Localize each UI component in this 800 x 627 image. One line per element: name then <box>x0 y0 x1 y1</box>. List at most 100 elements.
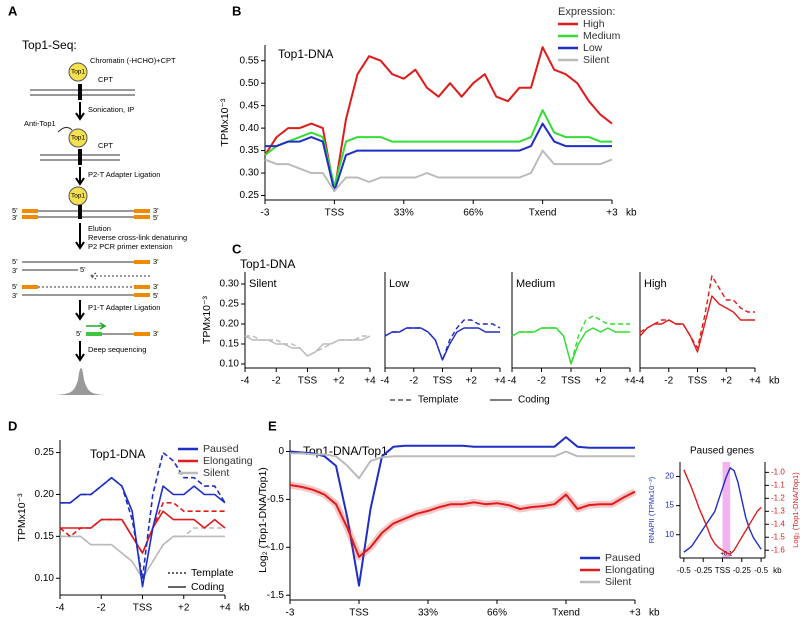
x-tick-label: +4 <box>624 376 636 387</box>
chart-title: Top1-DNA <box>278 47 333 61</box>
y-tick-label: 0.30 <box>220 279 240 290</box>
x-tick-label: -2 <box>537 376 546 387</box>
annotation: +0.1 <box>720 552 733 558</box>
step: Reverse cross-link denaturing <box>88 233 187 242</box>
x-tick-label: 66% <box>463 208 483 219</box>
y-label: TPMx10⁻³ <box>201 295 213 344</box>
line <box>384 327 500 361</box>
line <box>264 109 612 188</box>
line <box>244 335 371 357</box>
line <box>511 327 630 365</box>
y2-tick-label: -1.0 <box>771 467 785 476</box>
line <box>265 122 612 192</box>
protein-label: Top1 <box>71 193 85 200</box>
end-label: 3' <box>153 282 159 291</box>
line <box>683 469 762 555</box>
lesion <box>78 205 82 219</box>
x-tick-label: +3 <box>606 208 618 219</box>
x-tick-label: +4 <box>219 603 231 614</box>
protein-label: Top1 <box>71 69 85 76</box>
x-tick-label: TSS <box>298 376 318 387</box>
adapter <box>134 209 150 213</box>
line <box>289 436 635 587</box>
protein <box>68 62 88 82</box>
x-tick-label: -4 <box>508 376 517 387</box>
x-tick-label: -4 <box>381 376 390 387</box>
x-tick-label: TSS <box>561 376 581 387</box>
end-label: 5' <box>12 282 18 291</box>
end-label: 5' <box>12 206 18 215</box>
adapter <box>22 215 38 219</box>
y-tick-label: -1.5 <box>267 590 285 601</box>
y2-tick-label: -1.1 <box>771 480 785 489</box>
legend-label: Medium <box>583 30 621 42</box>
y2-label: Log₂ (Top1-DNA/Top1) <box>791 472 800 548</box>
drug-label: CPT <box>98 141 113 150</box>
y2-tick-label: -1.6 <box>771 545 785 554</box>
arrow <box>75 300 85 321</box>
x-tick-label: -3 <box>286 608 295 619</box>
legend-label: Template <box>191 567 234 579</box>
x-tick-label: -2 <box>664 376 673 387</box>
y-tick-label: 0 <box>278 446 284 457</box>
legend-label: Elongating <box>605 564 655 576</box>
legend-label: Low <box>583 42 603 54</box>
x-unit: kb <box>626 208 637 219</box>
adapter <box>86 332 102 336</box>
y-tick-label: 0.25 <box>220 299 240 310</box>
x-unit: kb <box>649 608 660 619</box>
y-tick-label: 0.15 <box>220 339 240 350</box>
panel-label: C <box>232 241 242 256</box>
legend-label: Silent <box>203 467 229 479</box>
x-tick-label: -4 <box>636 376 645 387</box>
y-tick-label: -1.0 <box>267 542 285 553</box>
line <box>639 275 755 349</box>
end-label: 3' <box>12 213 18 222</box>
adapter <box>22 285 38 289</box>
x-tick-label: +2 <box>466 376 478 387</box>
legend-label: Coding <box>191 581 224 593</box>
legend-label: Paused <box>605 552 641 564</box>
adapter <box>134 260 150 264</box>
y-tick-label: 0.10 <box>220 359 240 370</box>
panel-label: D <box>8 418 17 433</box>
panel-title: High <box>644 278 667 290</box>
chart-title: Top1-DNA <box>90 447 145 461</box>
signal-peak <box>55 368 105 395</box>
adapter <box>134 332 150 336</box>
x-tick-label: -2 <box>272 376 281 387</box>
step: Sonication, IP <box>88 105 134 114</box>
chart-title: Top1-DNA <box>240 257 295 271</box>
arrow <box>75 167 85 186</box>
x-tick-label: -0.25 <box>694 566 713 575</box>
y-tick-label: 20 <box>665 472 674 481</box>
x-tick-label: TSS <box>349 608 369 619</box>
panel-label: B <box>232 3 241 18</box>
line <box>60 510 226 554</box>
panel-label: A <box>8 3 18 18</box>
end-label: 3' <box>12 266 18 275</box>
end-label: 3' <box>12 291 18 300</box>
y2-tick-label: -1.5 <box>771 532 785 541</box>
x-tick-label: TSS <box>433 376 453 387</box>
y-tick-label: 0.50 <box>240 78 260 89</box>
x-tick-label: TSS <box>688 376 708 387</box>
x-tick-label: +4 <box>749 376 761 387</box>
x-tick-label: -4 <box>241 376 250 387</box>
diagram-title: Top1-Seq: <box>22 38 77 52</box>
chart-title: Paused genes <box>690 446 754 457</box>
panel-title: Medium <box>516 278 555 290</box>
line <box>289 484 636 558</box>
x-tick-label: -2 <box>97 603 106 614</box>
y-tick-label: 0.20 <box>35 489 55 500</box>
end-label: 3' <box>153 329 159 338</box>
end-label: 3' <box>153 206 159 215</box>
step: Elution <box>88 224 111 233</box>
protocol-diagram: Top1-Seq: Top1 Chromatin (-HCHO)+CPT CPT… <box>12 38 187 395</box>
adapter <box>22 209 38 213</box>
x-tick-label: +4 <box>494 376 506 387</box>
y-tick-label: 0.10 <box>35 573 55 584</box>
adapter <box>134 285 150 289</box>
x-tick-label: +2 <box>178 603 190 614</box>
end-label: 5' <box>153 213 159 222</box>
